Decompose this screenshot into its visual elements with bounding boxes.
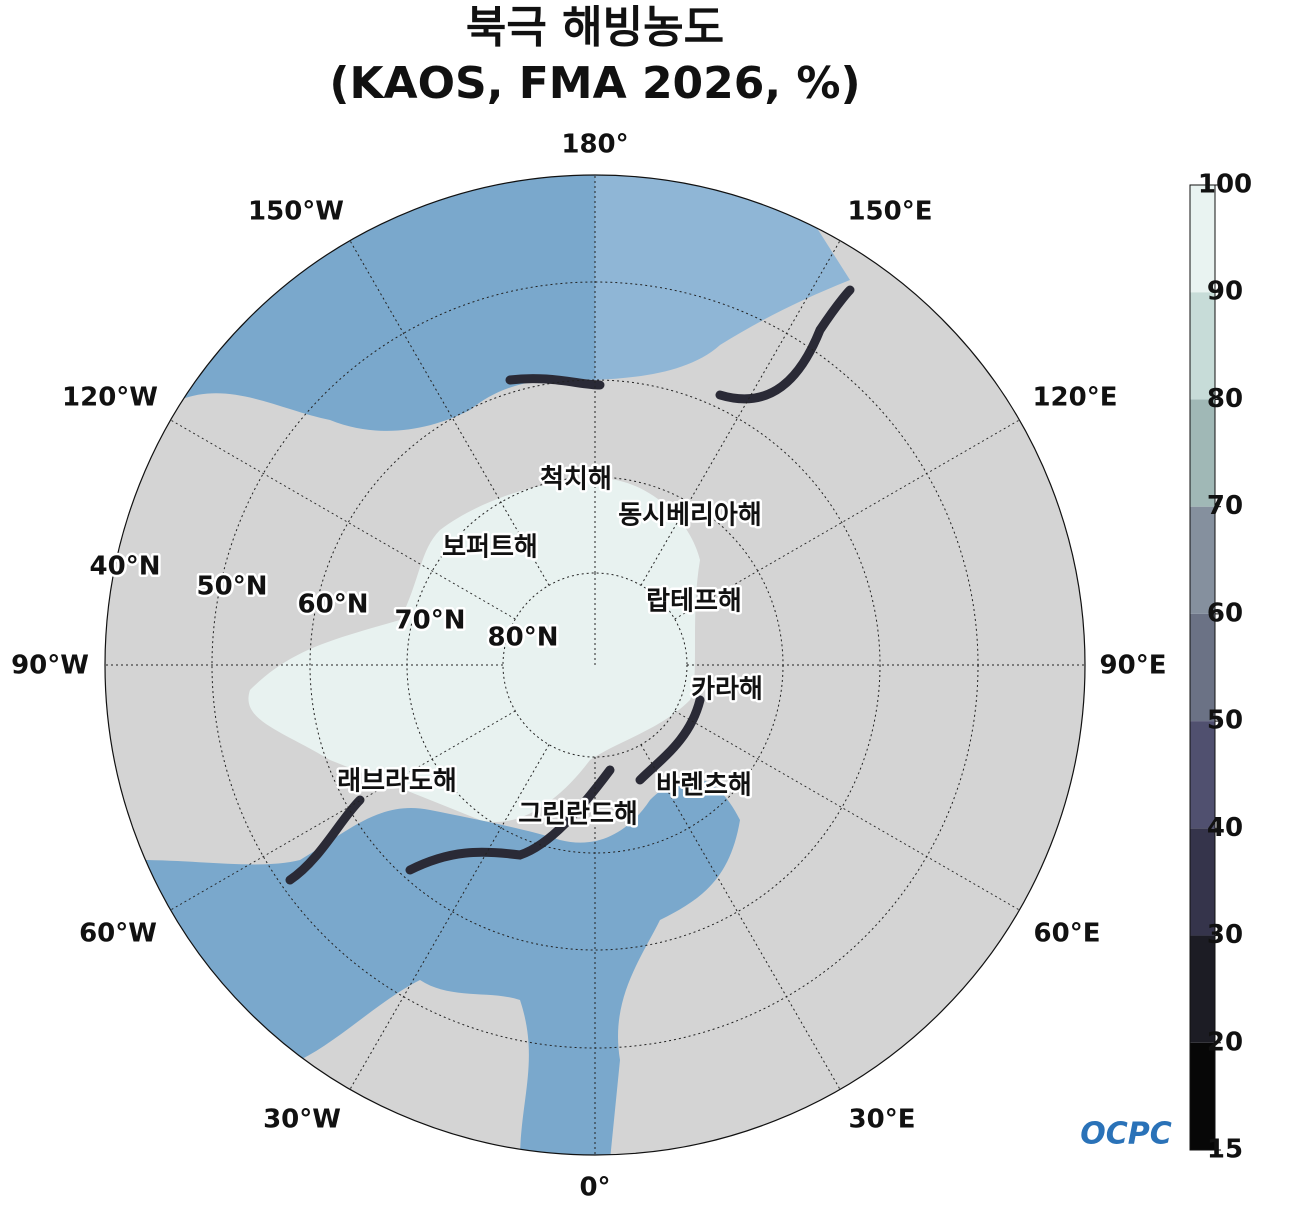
- colorbar-segment: [1190, 399, 1215, 507]
- title-line: (KAOS, FMA 2026, %): [329, 58, 860, 109]
- colorbar-label: 90: [1207, 277, 1243, 307]
- colorbar-segment: [1190, 185, 1215, 293]
- map: [105, 175, 1085, 1155]
- colorbar-label: 50: [1207, 706, 1243, 736]
- colorbar-label: 60: [1207, 598, 1243, 628]
- longitude-label: 90°E: [1100, 651, 1167, 681]
- bering-ocean: [595, 175, 850, 380]
- longitude-label: 60°E: [1034, 919, 1101, 949]
- meridian: [349, 240, 550, 586]
- colorbar-segment: [1190, 506, 1215, 614]
- meridian: [640, 744, 841, 1090]
- meridian: [674, 710, 1020, 911]
- longitude-label: 120°E: [1032, 383, 1117, 413]
- colorbar-segment: [1190, 721, 1215, 829]
- latitude-label: 80°N: [488, 623, 559, 653]
- sea-name: 바렌츠해: [656, 771, 752, 801]
- longitude-label: 180°: [561, 130, 628, 160]
- sea-name: 래브라도해: [337, 767, 457, 797]
- colorbar-label: 30: [1207, 920, 1243, 950]
- latitude-label: 40°N: [90, 552, 161, 582]
- map-border: [104, 174, 1086, 1156]
- logo: OCPC: [1080, 1117, 1172, 1152]
- longitude-label: 120°W: [62, 383, 158, 413]
- latitude-label: 70°N: [395, 606, 466, 636]
- meridian: [170, 419, 516, 620]
- meridian: [674, 419, 1020, 620]
- colorbar-segment: [1190, 613, 1215, 722]
- longitude-label: 60°W: [79, 919, 157, 949]
- colorbar-label: 100: [1198, 170, 1252, 200]
- meridian: [640, 240, 841, 586]
- longitude-label: 30°E: [849, 1105, 916, 1135]
- sea-name: 랍테프해: [646, 587, 742, 617]
- ice-edge: [285, 285, 855, 885]
- latitude-label: 50°N: [197, 572, 268, 602]
- colorbar-segment: [1190, 292, 1215, 400]
- atlantic-ocean: [120, 778, 740, 1155]
- colorbar-label: 15: [1207, 1135, 1243, 1165]
- longitude-label: 150°W: [248, 197, 344, 227]
- colorbar: 15 20 30 40 50 60 70 80 90 100: [1189, 170, 1252, 1165]
- colorbar-label: 40: [1207, 813, 1243, 843]
- longitude-label: 0°: [579, 1173, 610, 1203]
- sea-name: 보퍼트해: [442, 533, 538, 563]
- labels: 180° 150°E 120°E 90°E 60°E 30°E 0° 30°W 60°W 90°W…: [11, 130, 1166, 1203]
- sea-name: 척치해: [540, 465, 612, 495]
- longitude-label: 90°W: [11, 651, 89, 681]
- title-line: 북극 해빙농도: [466, 2, 724, 53]
- colorbar-segment: [1190, 935, 1215, 1043]
- sea-name: 동시베리아해: [618, 501, 762, 531]
- longitude-label: 30°W: [263, 1105, 341, 1135]
- sea-ice: [248, 478, 700, 822]
- colorbar-frame: [1189, 184, 1216, 1151]
- colorbar-label: 20: [1207, 1027, 1243, 1057]
- meridian: [349, 744, 550, 1090]
- colorbar-label: 70: [1207, 491, 1243, 521]
- sea-name: 그린란드해: [518, 800, 638, 830]
- colorbar-segment: [1190, 1042, 1215, 1150]
- colorbar-label: 80: [1207, 384, 1243, 414]
- graticule: [105, 175, 1085, 1155]
- meridian: [170, 710, 516, 911]
- parallel: [309, 379, 881, 951]
- colorbar-segment: [1190, 828, 1215, 936]
- latitude-label: 60°N: [298, 590, 369, 620]
- longitude-label: 150°E: [847, 197, 932, 227]
- sea-name: 카라해: [691, 675, 763, 705]
